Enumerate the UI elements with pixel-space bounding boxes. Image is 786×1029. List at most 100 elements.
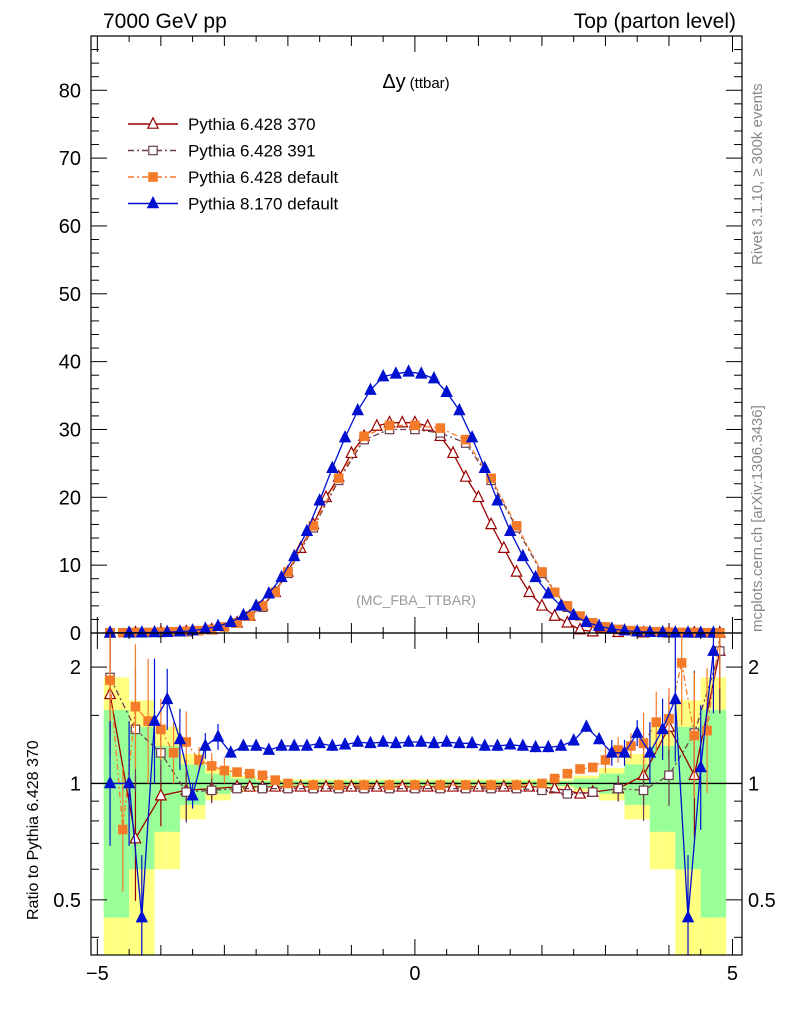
- ratio-data-point: [105, 675, 115, 685]
- ratio-data-point: [206, 761, 217, 771]
- ratio-data-point: [567, 733, 580, 746]
- ratio-data-point: [410, 780, 420, 790]
- ratio-data-point: [232, 783, 242, 794]
- ratio-data-point: [257, 770, 268, 781]
- main-data-point: [300, 523, 314, 537]
- ratio-data-point: [308, 780, 319, 790]
- ratio-data-point: [283, 778, 293, 789]
- ratio-data-point: [592, 731, 606, 745]
- main-data-point: [402, 364, 415, 377]
- main-y-tick-label: 50: [59, 284, 81, 306]
- ratio-data-point: [345, 779, 358, 792]
- ratio-data-point: [435, 780, 446, 790]
- main-data-point: [389, 366, 403, 379]
- ratio-data-point: [472, 779, 485, 792]
- ratio-data-point: [275, 738, 288, 751]
- ratio-data-point: [562, 789, 573, 799]
- main-y-tick-label: 80: [59, 80, 81, 102]
- ratio-data-point: [161, 691, 174, 705]
- ratio-data-point: [587, 787, 598, 797]
- main-panel: 0 10 20 30 40 50 60 70 80 Δy (ttbar) (MC_FBA_TTBA…: [59, 35, 743, 645]
- ratio-data-point: [631, 725, 644, 738]
- ratio-data-point: [587, 762, 598, 773]
- ratio-data-point: [554, 738, 568, 751]
- ratio-data-point: [257, 783, 268, 794]
- ratio-data-point: [523, 779, 536, 792]
- main-data-point: [535, 598, 549, 611]
- ratio-data-point: [135, 909, 148, 923]
- ratio-data-point: [453, 735, 466, 749]
- ratio-data-point: [181, 787, 192, 797]
- main-data-point: [376, 369, 390, 382]
- ratio-data-point: [465, 735, 479, 749]
- main-data-point: [384, 420, 395, 431]
- main-data-point: [511, 521, 522, 531]
- x-tick-label: 5: [727, 963, 738, 985]
- ratio-data-point: [237, 738, 250, 751]
- ratio-data-point: [549, 773, 560, 784]
- main-data-point: [529, 569, 542, 583]
- main-data-point: [486, 473, 496, 484]
- main-data-point: [459, 469, 472, 482]
- analysis-watermark: (MC_FBA_TTBAR): [356, 592, 476, 608]
- header-right-label: Top (parton level): [574, 10, 736, 33]
- ratio-data-point: [548, 781, 561, 794]
- main-data-point: [681, 625, 695, 638]
- main-data-point: [262, 586, 276, 599]
- main-data-point: [504, 523, 517, 537]
- legend-swatch-marker: [148, 172, 158, 182]
- ratio-data-point: [148, 713, 161, 726]
- ratio-data-point: [486, 780, 496, 790]
- ratio-data-point: [232, 767, 242, 777]
- ratio-y-tick-label-right: 0.5: [748, 890, 776, 912]
- ratio-data-point: [511, 780, 522, 790]
- ratio-data-point: [491, 738, 504, 751]
- main-y-tick-label: 0: [70, 623, 81, 645]
- ratio-data-point: [504, 737, 517, 750]
- main-data-point: [472, 489, 485, 503]
- ratio-data-point: [669, 691, 682, 705]
- main-y-tick-label: 30: [59, 419, 81, 441]
- legend-swatch-marker: [146, 116, 160, 129]
- ratio-data-point: [186, 788, 199, 801]
- ratio-data-point: [478, 738, 491, 751]
- ratio-data-point: [575, 764, 585, 774]
- main-data-point: [478, 460, 491, 473]
- ratio-data-point: [707, 643, 720, 656]
- ratio-data-point: [376, 734, 390, 747]
- ratio-data-point: [656, 721, 669, 735]
- legend-label: Pythia 6.428 391: [188, 142, 316, 161]
- ratio-data-point: [618, 745, 631, 758]
- ratio-series-group: [103, 633, 720, 955]
- ratio-data-point: [402, 734, 415, 747]
- main-data-point: [410, 420, 420, 431]
- main-data-point: [421, 418, 434, 431]
- rivet-label: Rivet 3.1.10, ≥ 300k events: [749, 83, 766, 265]
- ratio-data-point: [249, 738, 263, 751]
- main-data-point: [313, 493, 326, 506]
- ratio-data-point: [460, 780, 471, 790]
- main-data-point: [440, 384, 453, 397]
- ratio-data-point: [199, 738, 212, 751]
- ratio-y-tick-label-right: 2: [748, 657, 759, 679]
- main-data-point: [567, 607, 580, 621]
- ratio-data-point: [689, 730, 700, 741]
- main-data-point: [427, 371, 441, 384]
- main-data-point: [491, 493, 504, 506]
- main-data-point: [561, 615, 574, 628]
- main-data-point: [465, 430, 479, 443]
- main-data-point: [161, 624, 174, 637]
- main-series-group: [103, 364, 720, 638]
- ratio-data-point: [288, 738, 301, 751]
- main-data-point: [669, 625, 682, 638]
- ratio-data-point: [262, 742, 276, 755]
- main-data-point: [211, 618, 225, 632]
- main-data-point: [288, 548, 301, 562]
- main-data-point: [542, 586, 555, 599]
- ratio-band-inner: [624, 764, 638, 805]
- ratio-data-point: [103, 775, 117, 789]
- ratio-data-point: [168, 748, 179, 758]
- ratio-data-point: [129, 831, 142, 844]
- legend-label: Pythia 8.170 default: [188, 195, 339, 214]
